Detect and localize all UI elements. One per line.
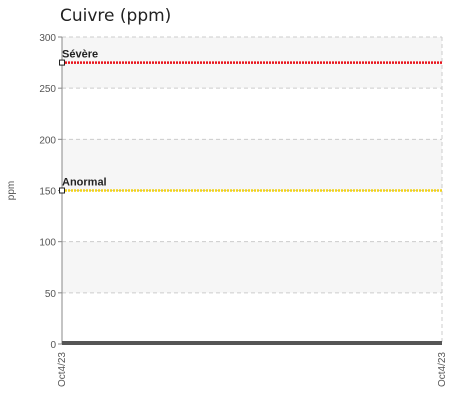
y-tick-label: 0: [50, 340, 56, 351]
reference-label: Anormal: [62, 177, 107, 189]
y-tick-label: 250: [39, 84, 56, 95]
y-tick-label: 200: [39, 135, 56, 146]
x-tick-label: Oct4/23: [437, 352, 448, 387]
y-tick-label: 150: [39, 187, 56, 198]
y-tick-label: 50: [45, 289, 57, 300]
reference-marker: [59, 59, 65, 66]
plot-bands: [62, 37, 442, 293]
reference-label: Sévère: [62, 49, 98, 61]
chart-title: Cuivre (ppm): [60, 6, 172, 26]
plot-band: [62, 139, 442, 191]
plot-band: [62, 241, 442, 293]
x-tick-label: Oct4/23: [57, 352, 68, 387]
y-axis-label: ppm: [6, 181, 17, 200]
y-tick-label: 100: [39, 238, 56, 249]
y-tick-label: 300: [39, 33, 56, 44]
reference-lines: Sévère Anormal: [59, 49, 442, 194]
y-tick-labels: 0 50 100 150 200 250 300: [39, 33, 56, 351]
reference-marker: [59, 187, 65, 194]
x-tick-labels: Oct4/23 Oct4/23: [57, 352, 448, 387]
